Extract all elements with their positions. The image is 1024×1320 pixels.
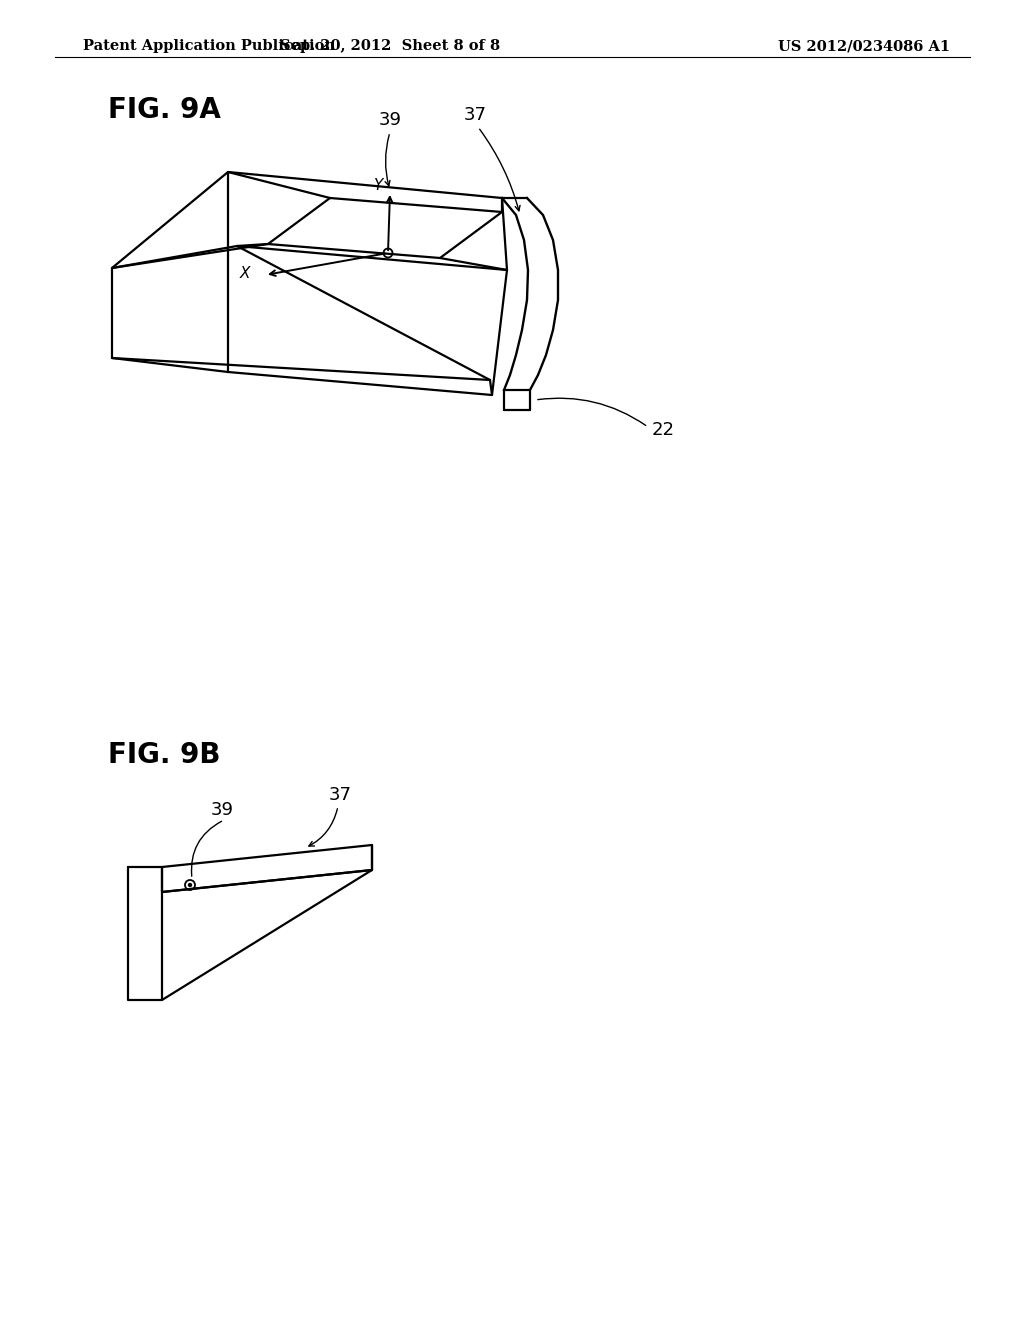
- Text: Patent Application Publication: Patent Application Publication: [83, 40, 335, 53]
- Text: 39: 39: [379, 111, 401, 129]
- Text: 37: 37: [464, 106, 486, 124]
- Text: 37: 37: [329, 785, 351, 804]
- Text: US 2012/0234086 A1: US 2012/0234086 A1: [778, 40, 950, 53]
- Text: 39: 39: [211, 801, 233, 818]
- Text: FIG. 9A: FIG. 9A: [108, 96, 221, 124]
- Text: FIG. 9B: FIG. 9B: [108, 741, 220, 770]
- Text: Y: Y: [374, 177, 383, 193]
- Text: X: X: [240, 267, 250, 281]
- Circle shape: [188, 883, 191, 887]
- Text: Sep. 20, 2012  Sheet 8 of 8: Sep. 20, 2012 Sheet 8 of 8: [280, 40, 500, 53]
- Text: 22: 22: [652, 421, 675, 440]
